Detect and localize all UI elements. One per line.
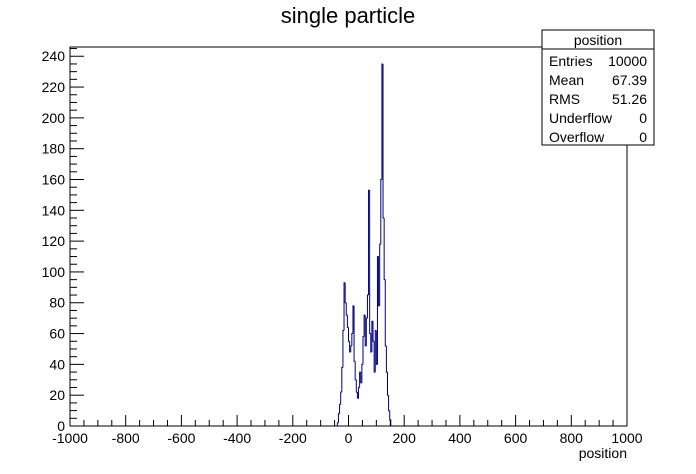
histogram-bin — [389, 410, 392, 426]
stats-row-value: 51.26 — [612, 91, 647, 107]
x-tick-label: 200 — [393, 430, 417, 446]
y-tick-label: 240 — [42, 48, 66, 64]
y-tick-label: 0 — [57, 418, 65, 434]
stats-box: position Entries 10000 Mean 67.39 RMS 51.26 Un… — [541, 29, 655, 146]
x-tick-label: 1000 — [611, 430, 642, 446]
y-tick-label: 180 — [42, 141, 66, 157]
y-tick-label: 200 — [42, 110, 66, 126]
plot-frame — [69, 46, 628, 427]
stats-row-value: 0 — [639, 129, 647, 145]
x-tick-label: -200 — [279, 430, 307, 446]
y-tick-label: 220 — [42, 79, 66, 95]
y-tick-label: 60 — [49, 326, 65, 342]
stats-box-title: position — [574, 32, 622, 48]
stats-row-label: Entries — [549, 53, 593, 69]
y-axis: 0 20 40 60 80 100 120 140 160 180 200 220 240 — [42, 48, 84, 434]
stats-row-label: Overflow — [549, 129, 605, 145]
y-tick-label: 20 — [49, 387, 65, 403]
stats-row-label: Mean — [549, 72, 584, 88]
x-axis: -1000 -800 -600 -400 -200 0 200 400 600 800 1000 — [52, 415, 643, 446]
y-tick-label: 160 — [42, 171, 66, 187]
stats-row-value: 0 — [639, 110, 647, 126]
stats-row-value: 10000 — [608, 53, 647, 69]
y-tick-label: 40 — [49, 356, 65, 372]
x-tick-label: -400 — [223, 430, 251, 446]
y-tick-label: 140 — [42, 202, 66, 218]
chart-title: single particle — [281, 3, 416, 28]
x-tick-label: 400 — [448, 430, 472, 446]
stats-row-value: 67.39 — [612, 72, 647, 88]
x-tick-label: 0 — [345, 430, 353, 446]
x-tick-label: 600 — [504, 430, 528, 446]
x-tick-label: 800 — [560, 430, 584, 446]
stats-row-label: RMS — [549, 91, 580, 107]
y-tick-label: 100 — [42, 264, 66, 280]
x-axis-title: position — [579, 445, 627, 461]
x-tick-label: -600 — [167, 430, 195, 446]
x-tick-label: -800 — [112, 430, 140, 446]
y-tick-label: 120 — [42, 233, 66, 249]
x-tick-label: -1000 — [52, 430, 88, 446]
histogram-bars — [336, 63, 392, 426]
y-tick-label: 80 — [49, 295, 65, 311]
stats-row-label: Underflow — [549, 110, 613, 126]
